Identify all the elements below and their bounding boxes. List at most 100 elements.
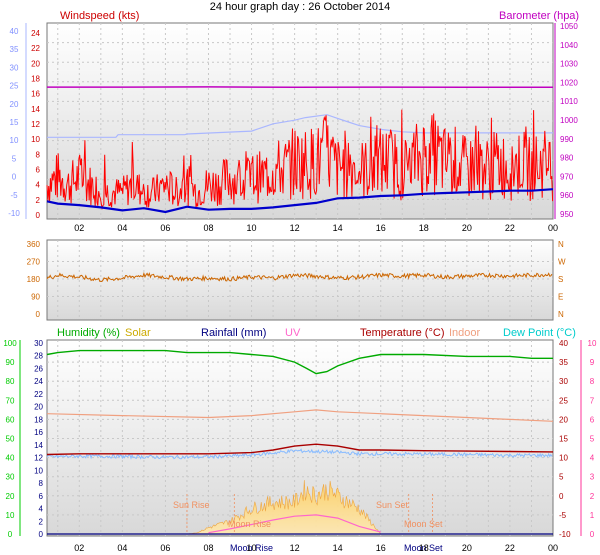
rainfall-label: Rainfall (mm) xyxy=(201,327,266,339)
x-tick-label: 10 xyxy=(247,223,257,233)
baro-tick: 1010 xyxy=(560,97,578,106)
wind-tick: 6 xyxy=(36,166,41,175)
x-tick-label: 12 xyxy=(290,223,300,233)
barometer-axis: 1050 1040 1030 1020 1010 1000 990 980 970 960 950 xyxy=(554,22,578,219)
wind-tick: 10 xyxy=(31,135,40,144)
humidity-tick: 50 xyxy=(6,435,15,444)
baro-tick: 1050 xyxy=(560,22,578,31)
chart-title: 24 hour graph day : 26 October 2014 xyxy=(210,1,390,13)
direction-gridlines xyxy=(47,240,553,320)
temp-tick: -5 xyxy=(559,511,567,520)
baro-tick: 990 xyxy=(560,135,574,144)
rain-tick: 6 xyxy=(39,492,44,501)
rain-tick: 26 xyxy=(34,364,43,373)
temp-offset-tick: -5 xyxy=(10,191,18,200)
humidity-label: Humidity (%) xyxy=(57,327,120,339)
direction-series xyxy=(46,271,553,283)
temp-tick: 10 xyxy=(559,454,568,463)
temp-offset-tick: -10 xyxy=(8,209,20,218)
temp-offset-tick: 15 xyxy=(10,118,19,127)
dew-point-label: Dew Point (°C) xyxy=(503,327,576,339)
temp-tick: 20 xyxy=(559,415,568,424)
wind-tick: 16 xyxy=(31,90,40,99)
sun-moon-annotations: Sun Rise Sun Set Moon Rise Moon Set Moon… xyxy=(173,494,443,553)
windspeed-line xyxy=(46,109,554,211)
wind-tick: 2 xyxy=(36,196,41,205)
rain-tick: 28 xyxy=(34,352,43,361)
uv-tick: 10 xyxy=(588,339,597,348)
x-tick-label: 14 xyxy=(333,543,343,553)
sun-set-label: Sun Set xyxy=(376,500,409,510)
uv-tick: 7 xyxy=(590,396,595,405)
humidity-tick: 70 xyxy=(6,396,15,405)
dew-point-line xyxy=(46,448,553,460)
temp-tick: -10 xyxy=(559,530,571,539)
indoor-label: Indoor xyxy=(449,327,481,339)
windspeed-x-ticks: 02 04 06 08 10 12 14 16 18 20 22 00 xyxy=(74,223,558,233)
uv-tick: 1 xyxy=(590,511,595,520)
temp-tick: 0 xyxy=(559,492,564,501)
compass-tick: N xyxy=(558,310,564,319)
x-tick-label: 04 xyxy=(117,543,127,553)
baro-tick: 960 xyxy=(560,191,574,200)
windspeed-average-line xyxy=(46,188,554,214)
baro-tick: 1000 xyxy=(560,116,578,125)
uv-label: UV xyxy=(285,327,301,339)
direction-axis: 360 270 180 90 0 xyxy=(27,240,41,319)
climate-gridlines xyxy=(47,340,553,536)
baro-tick: 1030 xyxy=(560,60,578,69)
rain-tick: 2 xyxy=(39,517,44,526)
uv-tick: 0 xyxy=(590,530,595,539)
humidity-tick: 40 xyxy=(6,454,15,463)
x-tick-label: 16 xyxy=(376,543,386,553)
x-tick-label: 18 xyxy=(419,223,429,233)
wind-direction-panel xyxy=(46,239,554,321)
rain-tick: 30 xyxy=(34,339,43,348)
x-tick-label: 02 xyxy=(74,223,84,233)
humidity-line xyxy=(46,349,553,375)
wind-tick: 20 xyxy=(31,59,40,68)
temp-tick: 15 xyxy=(559,435,568,444)
temp-offset-tick: 30 xyxy=(10,63,19,72)
temp-offset-tick: 35 xyxy=(10,45,19,54)
moon-rise-label: Moon Rise xyxy=(228,519,271,529)
direction-line xyxy=(46,271,553,283)
climate-legend: Humidity (%) Solar Rainfall (mm) UV Temp… xyxy=(57,327,576,339)
wind-tick: 22 xyxy=(31,44,40,53)
humidity-tick: 100 xyxy=(3,339,17,348)
x-tick-label: 22 xyxy=(505,543,515,553)
baro-tick: 950 xyxy=(560,210,574,219)
baro-tick: 1020 xyxy=(560,78,578,87)
temp-offset-tick: 5 xyxy=(12,154,17,163)
direction-tick: 90 xyxy=(31,293,40,302)
temperature-offset-axis: 40 35 30 25 20 15 10 5 0 -5 -10 xyxy=(8,23,27,219)
baro-tick: 970 xyxy=(560,172,574,181)
rain-tick: 22 xyxy=(34,390,43,399)
temperature-line xyxy=(46,443,554,456)
rain-tick: 0 xyxy=(39,530,44,539)
compass-tick: E xyxy=(558,293,563,302)
wind-tick: 14 xyxy=(31,105,40,114)
barometer-label: Barometer (hpa) xyxy=(499,10,579,22)
direction-tick: 360 xyxy=(27,240,41,249)
moon-rise-axis-label: Moon Rise xyxy=(230,543,273,553)
x-tick-label: 14 xyxy=(333,223,343,233)
rain-tick: 18 xyxy=(34,415,43,424)
baro-tick: 980 xyxy=(560,154,574,163)
x-tick-label: 00 xyxy=(548,543,558,553)
x-tick-label: 08 xyxy=(203,223,213,233)
direction-tick: 270 xyxy=(27,258,41,267)
windspeed-label: Windspeed (kts) xyxy=(60,10,139,22)
x-tick-label: 12 xyxy=(290,543,300,553)
uv-line xyxy=(208,514,381,534)
baro-tick: 1040 xyxy=(560,41,578,50)
x-tick-label: 02 xyxy=(74,543,84,553)
x-tick-label: 18 xyxy=(419,543,429,553)
x-tick-label: 08 xyxy=(203,543,213,553)
temp-tick: 40 xyxy=(559,339,568,348)
